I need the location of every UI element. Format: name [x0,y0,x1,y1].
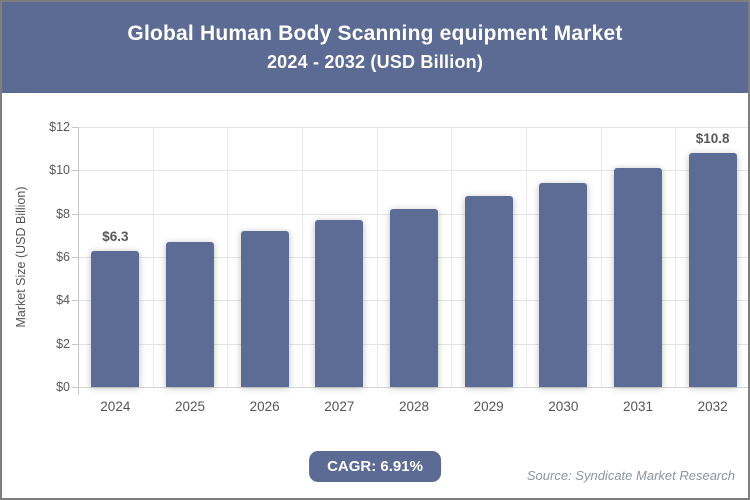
y-tick-label: $10 [49,163,70,178]
y-gridline [78,170,748,172]
source-attribution: Source: Syndicate Market Research [526,468,735,483]
y-tick-mark [72,343,78,345]
x-gridline [152,127,154,387]
y-axis-line [78,127,79,395]
x-tick-label-2026: 2026 [249,399,280,414]
chart-header: Global Human Body Scanning equipment Mar… [2,2,748,93]
x-gridline [526,127,527,387]
y-tick-mark [72,300,78,302]
bar-2025 [166,241,214,387]
y-tick-label: $4 [56,293,70,308]
x-tick-label-2027: 2027 [324,399,355,414]
x-gridline [376,127,378,387]
bar-2024 [91,250,140,387]
chart-subtitle: 2024 - 2032 (USD Billion) [266,52,484,72]
x-gridline [675,127,677,387]
bar-2032 [688,153,737,387]
chart-title: Global Human Body Scanning equipment Mar… [127,22,623,45]
bar-2027 [315,220,364,387]
bar-value-label-2032: $10.8 [695,131,730,146]
cagr-badge: CAGR: 6.91% [309,451,441,482]
y-tick-mark [72,257,78,258]
x-tick-label-2030: 2030 [548,399,579,414]
x-tick-label-2025: 2025 [174,399,205,414]
x-tick-label-2029: 2029 [473,399,504,414]
y-axis-title: Market Size (USD Billion) [14,186,28,328]
bar-2026 [240,231,289,387]
y-tick-mark [72,127,78,128]
x-gridline [451,127,453,387]
x-gridline [600,127,602,387]
x-tick-label-2032: 2032 [697,399,728,414]
bar-value-label-2024: $6.3 [102,228,129,244]
y-tick-label: $6 [56,250,70,264]
y-tick-mark [72,387,78,388]
y-tick-mark [72,170,78,172]
y-tick-label: $8 [56,206,70,221]
x-axis-line [78,387,748,388]
x-tick-label-2028: 2028 [398,399,429,414]
bar-2028 [390,209,438,387]
y-tick-label: $0 [56,380,70,394]
x-gridline [302,127,303,387]
bar-2030 [539,183,588,387]
y-tick-label: $12 [49,120,70,134]
y-tick-mark [72,213,78,215]
bar-2029 [464,196,513,387]
y-gridline [78,127,748,128]
x-tick-label-2024: 2024 [100,399,131,414]
x-tick-label-2031: 2031 [622,399,653,414]
y-tick-label: $2 [56,336,70,351]
bar-2031 [614,168,662,387]
x-gridline [227,127,229,387]
